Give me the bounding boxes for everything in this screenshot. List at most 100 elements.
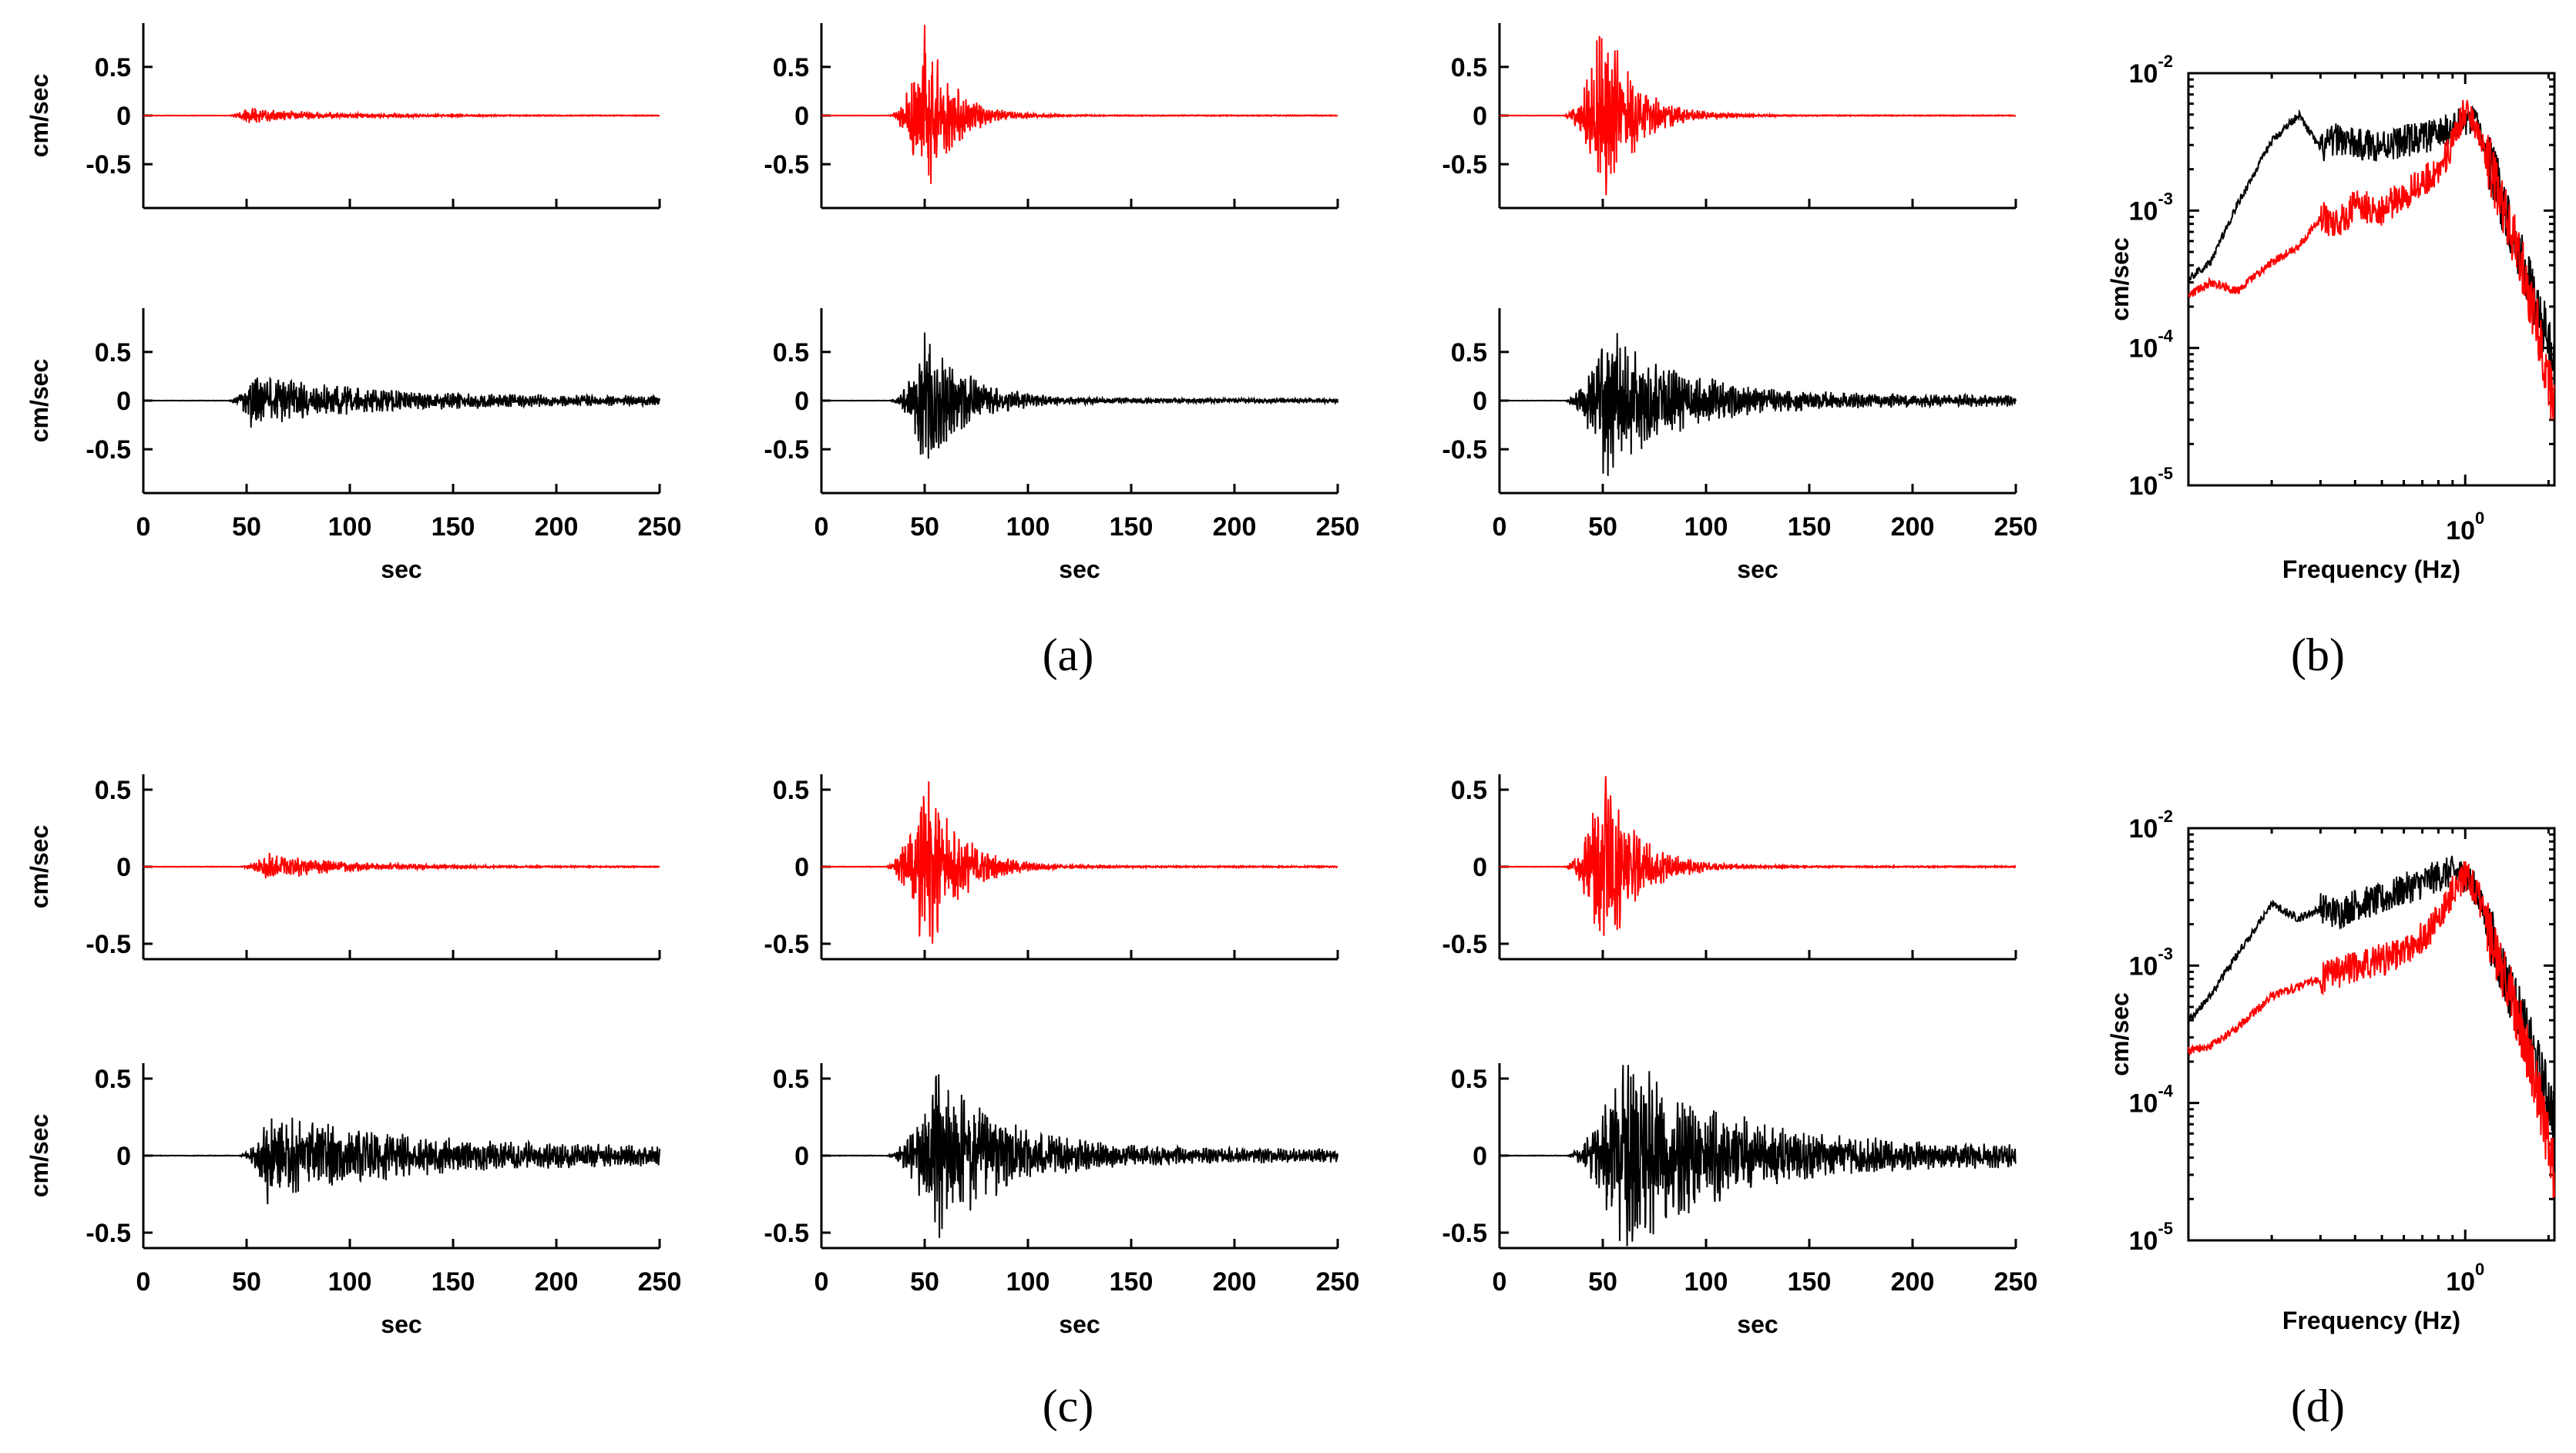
panel-c-row2-col2-xtick-label: 50: [910, 1267, 939, 1297]
panel-b-frame: [2187, 72, 2556, 487]
panel-b-ylabel: cm/sec: [2106, 237, 2134, 321]
panel-b-ytick-label: 10-2: [2129, 52, 2173, 89]
panel-d-frame: [2187, 827, 2556, 1242]
panel-c-row2-col3-xtick-label: 150: [1788, 1267, 1832, 1297]
panel-a-row1-col1-ytick-label: 0.5: [95, 53, 131, 82]
panel-b-xlabel: Frequency (Hz): [2282, 555, 2460, 583]
panel-a-row2-col1-xtick-label: 100: [328, 512, 372, 542]
panel-a-row1-col1-trace-red: [143, 108, 660, 123]
panel-c-row1-col1-ytick-label: -0.5: [86, 930, 131, 959]
panel-a-row2-col1-ytick-label: 0.5: [95, 338, 131, 367]
panel-a-row1-col1-ytick-label: 0: [116, 102, 131, 131]
panel-a-row2-col3-trace-black: [1499, 333, 2017, 476]
panel-d-xtick-label: 100: [2446, 1260, 2484, 1297]
panel-a-row1-col2-ytick-label: 0.5: [773, 53, 809, 82]
panel-b-ytick-label: 10-4: [2129, 327, 2174, 364]
panel-c-row2-col1-xtick-label: 150: [432, 1267, 475, 1297]
panel-c-row1-col3: 0.5 0 -0.5: [1442, 774, 2017, 961]
panel-a-row2-col1-xtick-label: 150: [432, 512, 475, 542]
panel-c-row1-col1-ytick-label: 0: [116, 853, 131, 882]
panel-b-spectrum-black: [2188, 105, 2555, 374]
panel-a-row2-col2: 0.5 0 -0.5 0 50 100 150 200 250 sec: [764, 308, 1359, 583]
panel-b-ytick-label: 10-5: [2129, 464, 2173, 501]
panel-c-row2-col1-xlabel: sec: [381, 1310, 421, 1338]
panel-d: Frequency (Hz) cm/sec: [2106, 827, 2556, 1334]
panel-c-row2-col1-ytick-label: 0: [116, 1142, 131, 1171]
panel-c-row1-col3-ytick-label: 0.5: [1451, 776, 1487, 805]
panel-a-row1-col3: 0.5 0 -0.5: [1442, 23, 2017, 210]
panel-c-row1-col2-ytick-label: -0.5: [764, 930, 809, 959]
panel-a-row2-col2-xtick-label: 250: [1316, 512, 1360, 542]
panel-c-row2-col3-ytick-label: -0.5: [1442, 1219, 1487, 1248]
panel-c-row2-col2-ytick-label: -0.5: [764, 1219, 809, 1248]
panel-d-spectrum-red: [2188, 861, 2555, 1199]
panel-d-ytick-label: 10-5: [2129, 1219, 2173, 1256]
panel-a-row2-col2-trace-black: [821, 332, 1338, 459]
panel-a-row1-col1-ylabel: cm/sec: [25, 74, 53, 158]
panel-a-row2-col2-ytick-label: 0: [794, 387, 809, 416]
panel-b-ytick-label: 10-3: [2129, 189, 2173, 226]
panel-a-row2-col2-xtick-label: 50: [910, 512, 939, 542]
panel-c-row1-col2-ytick-label: 0: [794, 853, 809, 882]
panel-c-row2-col1-xtick-label: 100: [328, 1267, 372, 1297]
panel-a-row2-col2-ytick-label: 0.5: [773, 338, 809, 367]
panel-a-row2-col3-xtick-label: 0: [1493, 512, 1507, 542]
panel-b-xtick-label: 100: [2446, 508, 2484, 545]
panel-a-row2-col3: 0.5 0 -0.5 0 50 100 150 200 250 sec: [1442, 308, 2037, 583]
panel-a-row1-col2-ytick-label: 0: [794, 102, 809, 131]
panel-c-row2-col1-ytick-label: 0.5: [95, 1065, 131, 1094]
panel-c-row2-col3-ytick-label: 0: [1473, 1142, 1487, 1171]
panel-a-row2-col3-ytick-label: 0: [1473, 387, 1487, 416]
panel-a-row2-col2-xtick-label: 200: [1213, 512, 1257, 542]
panel-a-row2-col1-ylabel: cm/sec: [25, 359, 53, 443]
panel-d-ytick-label: 10-4: [2129, 1082, 2174, 1119]
panel-a-row1-col2-ytick-label: -0.5: [764, 150, 809, 180]
panel-d-ytick-label: 10-3: [2129, 944, 2173, 981]
panel-a-row2-col3-xtick-label: 50: [1588, 512, 1617, 542]
panel-c-row1-col2: 0.5 0 -0.5: [764, 774, 1339, 961]
panel-c-row2-col2-xtick-label: 200: [1213, 1267, 1257, 1297]
panel-d-xlabel: Frequency (Hz): [2282, 1307, 2460, 1334]
panel-label-a: (a): [1043, 629, 1094, 680]
panel-c-row1-col1-trace-red: [143, 853, 660, 879]
panel-a-row2-col3-xlabel: sec: [1737, 555, 1778, 583]
panel-d-label: (d): [2291, 1381, 2345, 1431]
panel-c-row2-col2-xtick-label: 100: [1006, 1267, 1050, 1297]
panel-c-row2-col1-trace-black: [143, 1117, 660, 1205]
panel-a-row2-col1-xtick-label: 0: [136, 512, 151, 542]
panel-a-row2-col2-xtick-label: 150: [1110, 512, 1154, 542]
panel-a-row1-col3-ytick-label: 0.5: [1451, 53, 1487, 82]
panel-a-row2-col3-ytick-label: 0.5: [1451, 338, 1487, 367]
panel-c-row2-col3-xtick-label: 50: [1588, 1267, 1617, 1297]
panel-c-row2-col3-xtick-label: 0: [1493, 1267, 1507, 1297]
panel-c-row2-col3-xtick-label: 100: [1684, 1267, 1728, 1297]
panel-a-row2-col1-trace-black: [143, 376, 660, 428]
panel-a-row2-col1-ytick-label: -0.5: [86, 435, 131, 465]
panel-c-row1-col3-trace-red: [1499, 776, 2017, 936]
panel-a-row1-col3-ytick-label: -0.5: [1442, 150, 1487, 180]
panel-c-row2-col2-xlabel: sec: [1059, 1310, 1100, 1338]
panel-d-spectrum-black: [2188, 855, 2555, 1139]
panel-a-row2-col1-ytick-label: 0: [116, 387, 131, 416]
panel-b-label: (b): [2291, 629, 2345, 680]
panel-c-row1-col2-trace-red: [821, 781, 1338, 944]
panel-d-ytick-label: 10-2: [2129, 807, 2173, 844]
panel-a-row2-col1-xtick-label: 250: [638, 512, 682, 542]
panel-c-row2-col2-xtick-label: 0: [814, 1267, 829, 1297]
panel-c-row2-col1-xtick-label: 200: [535, 1267, 579, 1297]
panel-a-row2-col3-ytick-label: -0.5: [1442, 435, 1487, 465]
panel-c-row1-col2-ytick-label: 0.5: [773, 776, 809, 805]
panel-a-row2-col1: 0.5 0 -0.5 0 50 100 150 200 250 sec cm/sec: [25, 308, 681, 583]
panel-a-row2-col3-xtick-label: 250: [1994, 512, 2038, 542]
panel-d-ylabel: cm/sec: [2106, 992, 2134, 1076]
panel-a-row2-col3-xtick-label: 150: [1788, 512, 1832, 542]
panel-a-row2-col1-xlabel: sec: [381, 555, 421, 583]
panel-label-c: (c): [1043, 1381, 1094, 1431]
panel-c-row2-col1-xtick-label: 250: [638, 1267, 682, 1297]
panel-c-row2-col1-ytick-label: -0.5: [86, 1219, 131, 1248]
panel-c-row1-col3-ytick-label: 0: [1473, 853, 1487, 882]
panel-a-row1-col2-trace-red: [821, 25, 1338, 184]
